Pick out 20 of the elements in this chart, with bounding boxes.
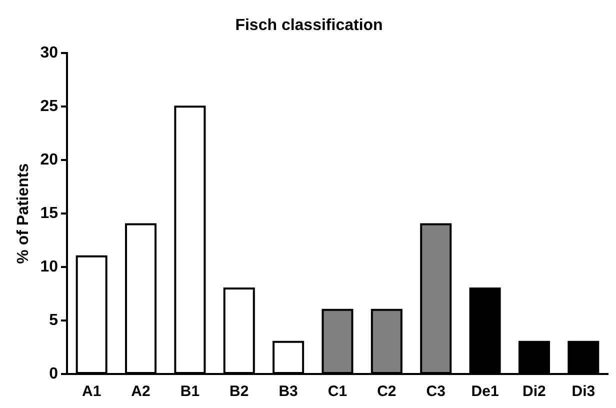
y-tick-label: 10 — [40, 258, 58, 276]
x-tick-label: C2 — [377, 383, 396, 400]
x-tick-label: B1 — [180, 383, 200, 400]
y-tick-label: 0 — [49, 365, 58, 382]
y-tick-label: 20 — [40, 152, 58, 169]
x-tick-label: A1 — [82, 383, 102, 400]
x-tick-label: De1 — [471, 383, 499, 400]
y-tick-label: 5 — [49, 312, 58, 329]
y-axis-title: % of Patients — [15, 163, 32, 264]
x-tick-label: C3 — [426, 383, 446, 400]
y-tick-label: 15 — [40, 205, 58, 222]
x-tick-label: C1 — [328, 383, 348, 400]
x-tick-label: B2 — [230, 383, 249, 400]
x-tick-label: A2 — [131, 383, 150, 400]
y-tick-label: 25 — [40, 98, 58, 116]
chart-title: Fisch classification — [235, 17, 383, 34]
x-tick-label: Di2 — [522, 383, 546, 400]
x-tick-label: B3 — [278, 383, 298, 400]
x-tick-label: Di3 — [572, 383, 596, 400]
y-tick-label: 30 — [40, 44, 58, 62]
